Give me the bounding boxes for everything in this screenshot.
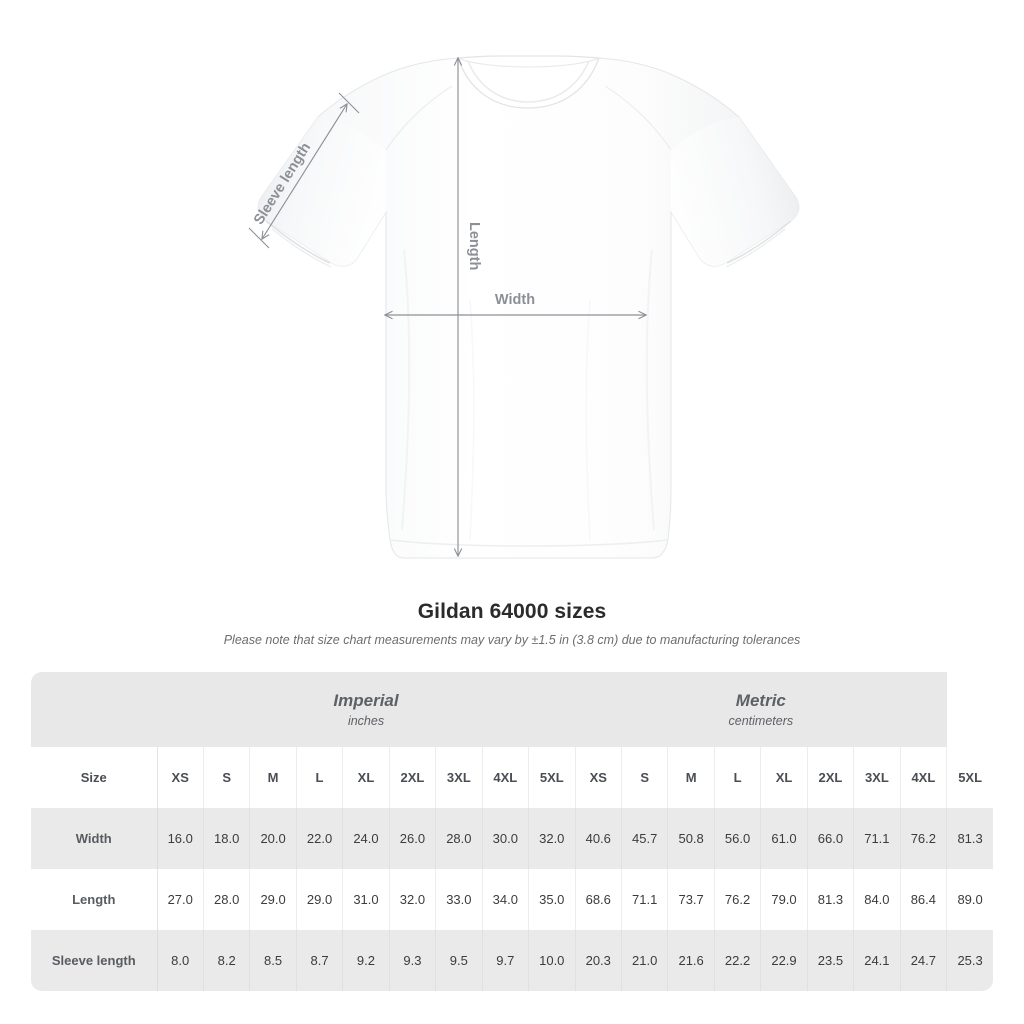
cell-length-metric-l: 76.2 — [714, 869, 762, 930]
length-label: Length — [466, 222, 482, 270]
cell-length-metric-xs: 68.6 — [575, 869, 622, 930]
cell-width-metric-2xl: 66.0 — [807, 808, 855, 869]
size-header-imperial-m: M — [249, 747, 297, 808]
cell-sleeve-metric-2xl: 23.5 — [807, 930, 855, 991]
tshirt-graphic — [257, 55, 800, 559]
cell-length-metric-3xl: 84.0 — [853, 869, 901, 930]
cell-width-metric-m: 50.8 — [667, 808, 715, 869]
cell-length-imperial-xl: 31.0 — [342, 869, 390, 930]
cell-sleeve-metric-s: 21.0 — [621, 930, 669, 991]
cell-width-imperial-5xl: 32.0 — [528, 808, 576, 869]
cell-length-imperial-l: 29.0 — [296, 869, 344, 930]
size-header-imperial-s: S — [203, 747, 251, 808]
page-title: Gildan 64000 sizes — [417, 600, 607, 623]
size-header-metric-3xl: 3XL — [853, 747, 901, 808]
size-header-label: Size — [31, 747, 158, 808]
tshirt-illustration: Length Width Sleeve length — [248, 55, 800, 559]
width-label: Width — [495, 292, 535, 308]
chart-heading: Gildan 64000 sizes Please note that size… — [0, 598, 1024, 650]
cell-sleeve-metric-m: 21.6 — [667, 930, 715, 991]
unit-sub-imperial: inches — [347, 713, 385, 728]
size-header-metric-m: M — [667, 747, 715, 808]
cell-width-metric-3xl: 71.1 — [853, 808, 901, 869]
cell-length-imperial-2xl: 32.0 — [389, 869, 437, 930]
cell-length-imperial-m: 29.0 — [249, 869, 297, 930]
size-chart-table-wrapper: Imperial inches Metric centimeters Size … — [31, 672, 994, 991]
cell-width-imperial-xl: 24.0 — [342, 808, 390, 869]
size-header-metric-4xl: 4XL — [900, 747, 948, 808]
size-header-metric-s: S — [621, 747, 669, 808]
size-chart-table: Imperial inches Metric centimeters Size … — [31, 672, 994, 991]
cell-sleeve-imperial-xs: 8.0 — [157, 930, 204, 991]
size-header-metric-l: L — [714, 747, 762, 808]
cell-sleeve-imperial-m: 8.5 — [249, 930, 297, 991]
cell-sleeve-metric-xs: 20.3 — [575, 930, 622, 991]
size-header-imperial-xl: XL — [342, 747, 390, 808]
cell-sleeve-metric-xl: 22.9 — [760, 930, 808, 991]
unit-corner-cell — [31, 672, 157, 747]
cell-sleeve-imperial-4xl: 9.7 — [482, 930, 530, 991]
unit-banner-row: Imperial inches Metric centimeters — [31, 672, 993, 747]
size-header-metric-2xl: 2XL — [807, 747, 855, 808]
cell-length-imperial-4xl: 34.0 — [482, 869, 530, 930]
cell-width-imperial-3xl: 28.0 — [435, 808, 483, 869]
size-header-imperial-xs: XS — [157, 747, 204, 808]
cell-length-metric-4xl: 86.4 — [900, 869, 948, 930]
cell-length-metric-s: 71.1 — [621, 869, 669, 930]
cell-length-imperial-3xl: 33.0 — [435, 869, 483, 930]
cell-sleeve-metric-l: 22.2 — [714, 930, 762, 991]
unit-name-imperial: Imperial — [333, 690, 399, 710]
cell-sleeve-metric-5xl: 25.3 — [946, 930, 994, 991]
size-header-imperial-l: L — [296, 747, 344, 808]
size-header-metric-xs: XS — [575, 747, 622, 808]
table-row: Sleeve length 8.0 8.2 8.5 8.7 9.2 9.3 9.… — [31, 930, 994, 991]
row-label-width: Width — [31, 808, 158, 869]
cell-width-metric-xs: 40.6 — [575, 808, 622, 869]
cell-length-imperial-s: 28.0 — [203, 869, 251, 930]
unit-name-metric: Metric — [735, 690, 786, 710]
table-row: Width 16.0 18.0 20.0 22.0 24.0 26.0 28.0… — [31, 808, 994, 869]
cell-width-imperial-m: 20.0 — [249, 808, 297, 869]
cell-length-imperial-xs: 27.0 — [157, 869, 204, 930]
size-header-imperial-4xl: 4XL — [482, 747, 530, 808]
cell-sleeve-imperial-5xl: 10.0 — [528, 930, 576, 991]
cell-length-metric-m: 73.7 — [667, 869, 715, 930]
cell-length-metric-5xl: 89.0 — [946, 869, 994, 930]
size-header-metric-xl: XL — [760, 747, 808, 808]
width-annotation: Width — [385, 292, 646, 315]
cell-width-metric-4xl: 76.2 — [900, 808, 948, 869]
cell-sleeve-imperial-3xl: 9.5 — [435, 930, 483, 991]
unit-group-imperial: Imperial inches — [157, 672, 576, 747]
unit-sub-metric: centimeters — [728, 713, 794, 728]
cell-sleeve-imperial-l: 8.7 — [296, 930, 344, 991]
size-header-imperial-3xl: 3XL — [435, 747, 483, 808]
cell-sleeve-imperial-2xl: 9.3 — [389, 930, 437, 991]
cell-width-imperial-s: 18.0 — [203, 808, 251, 869]
cell-width-metric-s: 45.7 — [621, 808, 669, 869]
tolerance-note: Please note that size chart measurements… — [223, 633, 801, 647]
cell-sleeve-metric-4xl: 24.7 — [900, 930, 948, 991]
cell-width-metric-l: 56.0 — [714, 808, 762, 869]
length-annotation: Length — [458, 58, 482, 556]
cell-sleeve-imperial-s: 8.2 — [203, 930, 251, 991]
table-row: Length 27.0 28.0 29.0 29.0 31.0 32.0 33.… — [31, 869, 994, 930]
cell-width-imperial-l: 22.0 — [296, 808, 344, 869]
cell-sleeve-metric-3xl: 24.1 — [853, 930, 901, 991]
cell-width-imperial-4xl: 30.0 — [482, 808, 530, 869]
cell-width-imperial-xs: 16.0 — [157, 808, 204, 869]
cell-length-imperial-5xl: 35.0 — [528, 869, 576, 930]
size-header-row: Size XS S M L XL 2XL 3XL 4XL 5XL XS S M … — [31, 747, 994, 808]
row-label-length: Length — [31, 869, 158, 930]
size-header-imperial-5xl: 5XL — [528, 747, 576, 808]
cell-sleeve-imperial-xl: 9.2 — [342, 930, 390, 991]
cell-width-metric-5xl: 81.3 — [946, 808, 994, 869]
cell-width-imperial-2xl: 26.0 — [389, 808, 437, 869]
unit-group-metric: Metric centimeters — [575, 672, 947, 747]
row-label-sleeve-length: Sleeve length — [31, 930, 158, 991]
size-header-metric-5xl: 5XL — [946, 747, 994, 808]
cell-length-metric-xl: 79.0 — [760, 869, 808, 930]
cell-width-metric-xl: 61.0 — [760, 808, 808, 869]
cell-length-metric-2xl: 81.3 — [807, 869, 855, 930]
size-header-imperial-2xl: 2XL — [389, 747, 437, 808]
